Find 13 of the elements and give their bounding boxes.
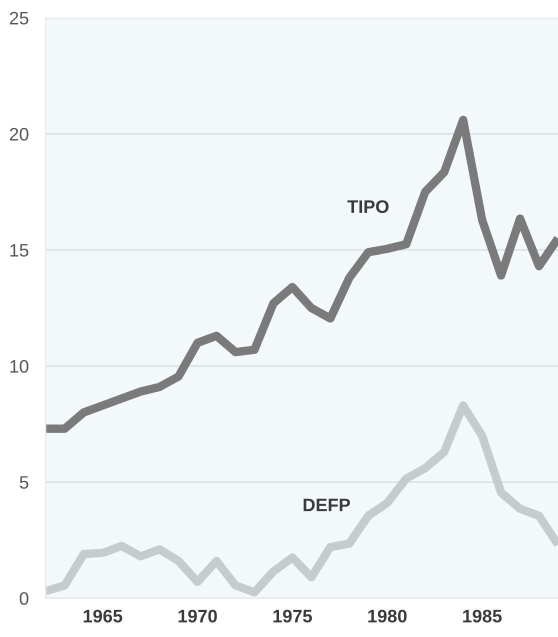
y-tick-label: 20 <box>10 128 28 141</box>
y-tick-label: 25 <box>10 12 28 25</box>
x-tick-label: 1970 <box>178 610 217 623</box>
y-tick-label: 5 <box>20 476 28 489</box>
x-tick-label: 1975 <box>273 610 312 623</box>
y-tick-label: 15 <box>10 244 28 257</box>
y-tick-label: 0 <box>20 592 28 605</box>
y-tick-label: 10 <box>10 360 28 373</box>
series-label: DEFP <box>304 498 350 512</box>
series-label: TIPO <box>347 200 389 214</box>
x-tick-label: 1985 <box>463 610 502 623</box>
x-tick-label: 1965 <box>84 610 122 623</box>
x-tick-label: 1980 <box>368 610 407 623</box>
